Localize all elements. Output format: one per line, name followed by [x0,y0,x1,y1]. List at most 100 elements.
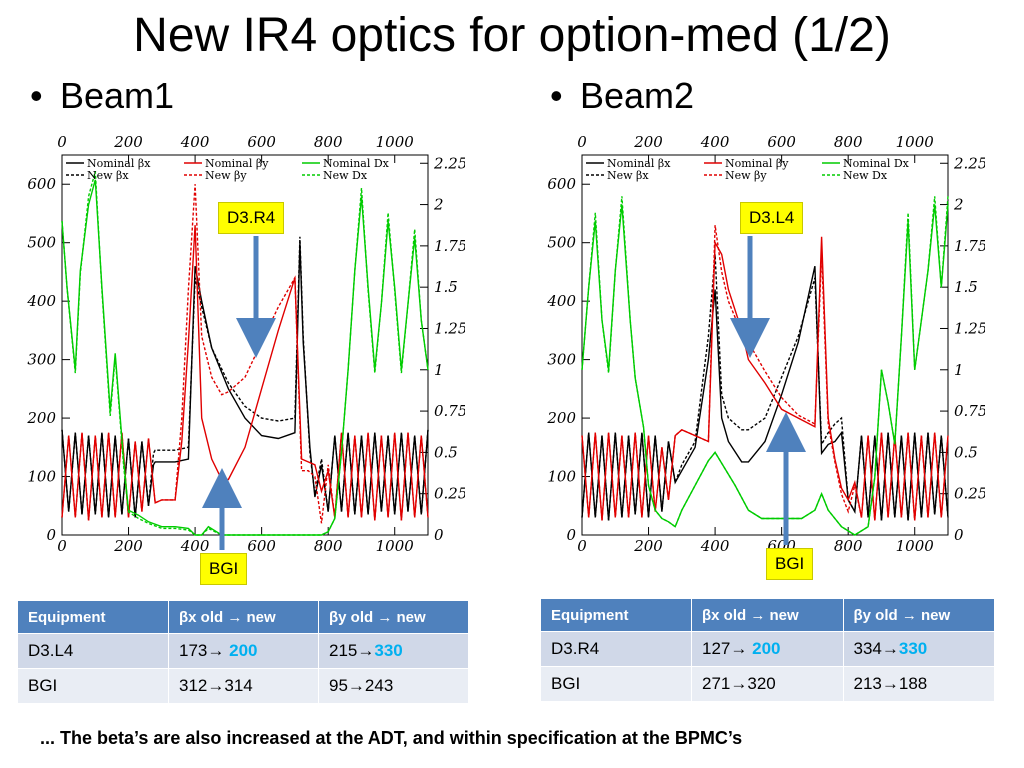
x-tick-label-bottom: 200 [113,537,143,555]
y-right-tick-label: 1 [954,361,964,379]
header-by-label: βy old → new [329,608,426,626]
y-right-tick-label: 0.75 [434,402,465,420]
left-equipment-table: Equipment βx old → new βy old → new D3.L… [17,600,469,704]
legend-label: Nominal Dx [323,157,390,170]
y-left-tick-label: 400 [546,292,576,310]
y-left-tick-label: 200 [546,409,576,427]
series-line-new-dx [61,171,429,536]
cell-bx: 173→ 200 [168,633,319,669]
y-left-tick-label: 600 [547,175,576,193]
y-right-tick-label: 1.5 [434,278,458,296]
x-tick-label-top: 600 [247,133,276,151]
bullet-beam1: • Beam1 [30,75,175,116]
cell-by: 213→188 [842,666,995,702]
table-row: D3.R4 127→ 200 334→330 [540,631,995,667]
callout-right-bgi: BGI [766,548,814,580]
y-right-tick-label: 0 [434,526,444,544]
y-left-tick-label: 500 [27,234,56,252]
legend-label: Nominal βx [87,157,151,170]
series-line-new-dx [581,196,949,536]
cell-by: 334→330 [842,631,995,667]
header-bx-label: βx old → new [179,608,276,626]
series-line-new-x [61,236,429,518]
legend-label: Nominal Dx [843,157,910,170]
header-equipment: Equipment [540,598,692,632]
y-right-tick-label: 2.25 [953,154,985,172]
legend-label: New βy [205,169,247,182]
y-left-tick-label: 300 [27,351,56,369]
x-tick-label-top: 800 [834,133,863,151]
callout-left-bgi: BGI [200,553,248,585]
x-tick-label-top: 1000 [896,133,935,151]
header-equipment: Equipment [17,600,169,634]
legend-label: New βy [725,169,767,182]
header-by: βy old → new [842,598,995,632]
y-right-tick-label: 0.25 [954,485,985,503]
legend-label: New Dx [843,169,888,182]
legend-label: New βx [607,169,649,182]
y-left-tick-label: 400 [26,292,56,310]
y-left-tick-label: 100 [547,468,576,486]
y-right-tick-label: 2.25 [433,154,465,172]
header-bx-label: βx old → new [702,606,799,624]
x-tick-label-bottom: 800 [314,537,343,555]
cell-bx: 271→320 [691,666,844,702]
cell-equipment: D3.L4 [17,633,169,669]
y-right-tick-label: 2 [433,196,444,214]
y-left-tick-label: 0 [46,526,56,544]
y-right-tick-label: 1 [434,361,444,379]
cell-equipment: D3.R4 [540,631,692,667]
bullet-beam2-label: Beam2 [580,75,695,116]
y-right-tick-label: 0 [954,526,964,544]
cell-by: 215→330 [318,633,469,669]
y-right-tick-label: 1.75 [434,237,465,255]
x-tick-label-bottom: 800 [834,537,863,555]
y-right-labels: 0 0.25 0.5 0.75 1 1.25 1.5 1.75 2 2.25 [953,154,985,544]
x-tick-label-bottom: 0 [577,537,587,555]
y-right-tick-label: 0.5 [954,443,978,461]
table-row: BGI 312→314 95→243 [17,668,469,704]
y-left-tick-label: 500 [547,234,576,252]
x-tick-label-top: 400 [180,133,210,151]
x-tick-label-bottom: 0 [57,537,67,555]
cell-equipment: BGI [540,666,692,702]
cell-bx: 312→314 [168,668,319,704]
x-tick-label-top: 200 [633,133,663,151]
x-tick-label-bottom: 200 [633,537,663,555]
x-tick-label-bottom: 1000 [376,537,415,555]
x-tick-label-bottom: 400 [700,537,730,555]
y-left-tick-label: 600 [27,175,56,193]
y-left-tick-label: 0 [566,526,576,544]
chart-svg: 0020020040040060060080080010001000010020… [546,133,985,555]
legend-label: Nominal βy [205,157,269,170]
x-tick-label-top: 0 [57,133,67,151]
table-header-row: Equipment βx old → new βy old → new [17,600,469,634]
x-tick-label-top: 800 [314,133,343,151]
y-right-tick-label: 1.25 [954,319,985,337]
x-tick-label-bottom: 600 [247,537,276,555]
bullet-beam1-label: Beam1 [60,75,175,116]
y-right-tick-label: 1.25 [434,319,465,337]
header-by-label: βy old → new [853,606,951,624]
y-right-tick-label: 0.25 [434,485,465,503]
y-left-tick-label: 300 [547,351,576,369]
callout-left-d3: D3.R4 [218,202,285,234]
cell-by: 95→243 [318,668,469,704]
beam2-optics-chart: 0 0 200 200 400 400 600 600 800 800 1000 1000 0 100 20… [530,125,985,565]
series-line-new-y [581,225,949,521]
right-equipment-table: Equipment βx old → new βy old → new D3.R… [540,598,995,702]
y-right-tick-label: 1.75 [954,237,985,255]
legend-label: Nominal βy [725,157,789,170]
table-row: D3.L4 173→ 200 215→330 [17,633,469,669]
table-header-row: Equipment βx old → new βy old → new [540,598,995,632]
x-tick-label-top: 1000 [376,133,415,151]
cell-bx: 127→ 200 [691,631,844,667]
x-tick-label-top: 200 [113,133,143,151]
table-row: BGI 271→320 213→188 [540,666,995,702]
legend-label: New βx [87,169,129,182]
legend-label: Nominal βx [607,157,671,170]
header-bx: βx old → new [168,600,319,634]
